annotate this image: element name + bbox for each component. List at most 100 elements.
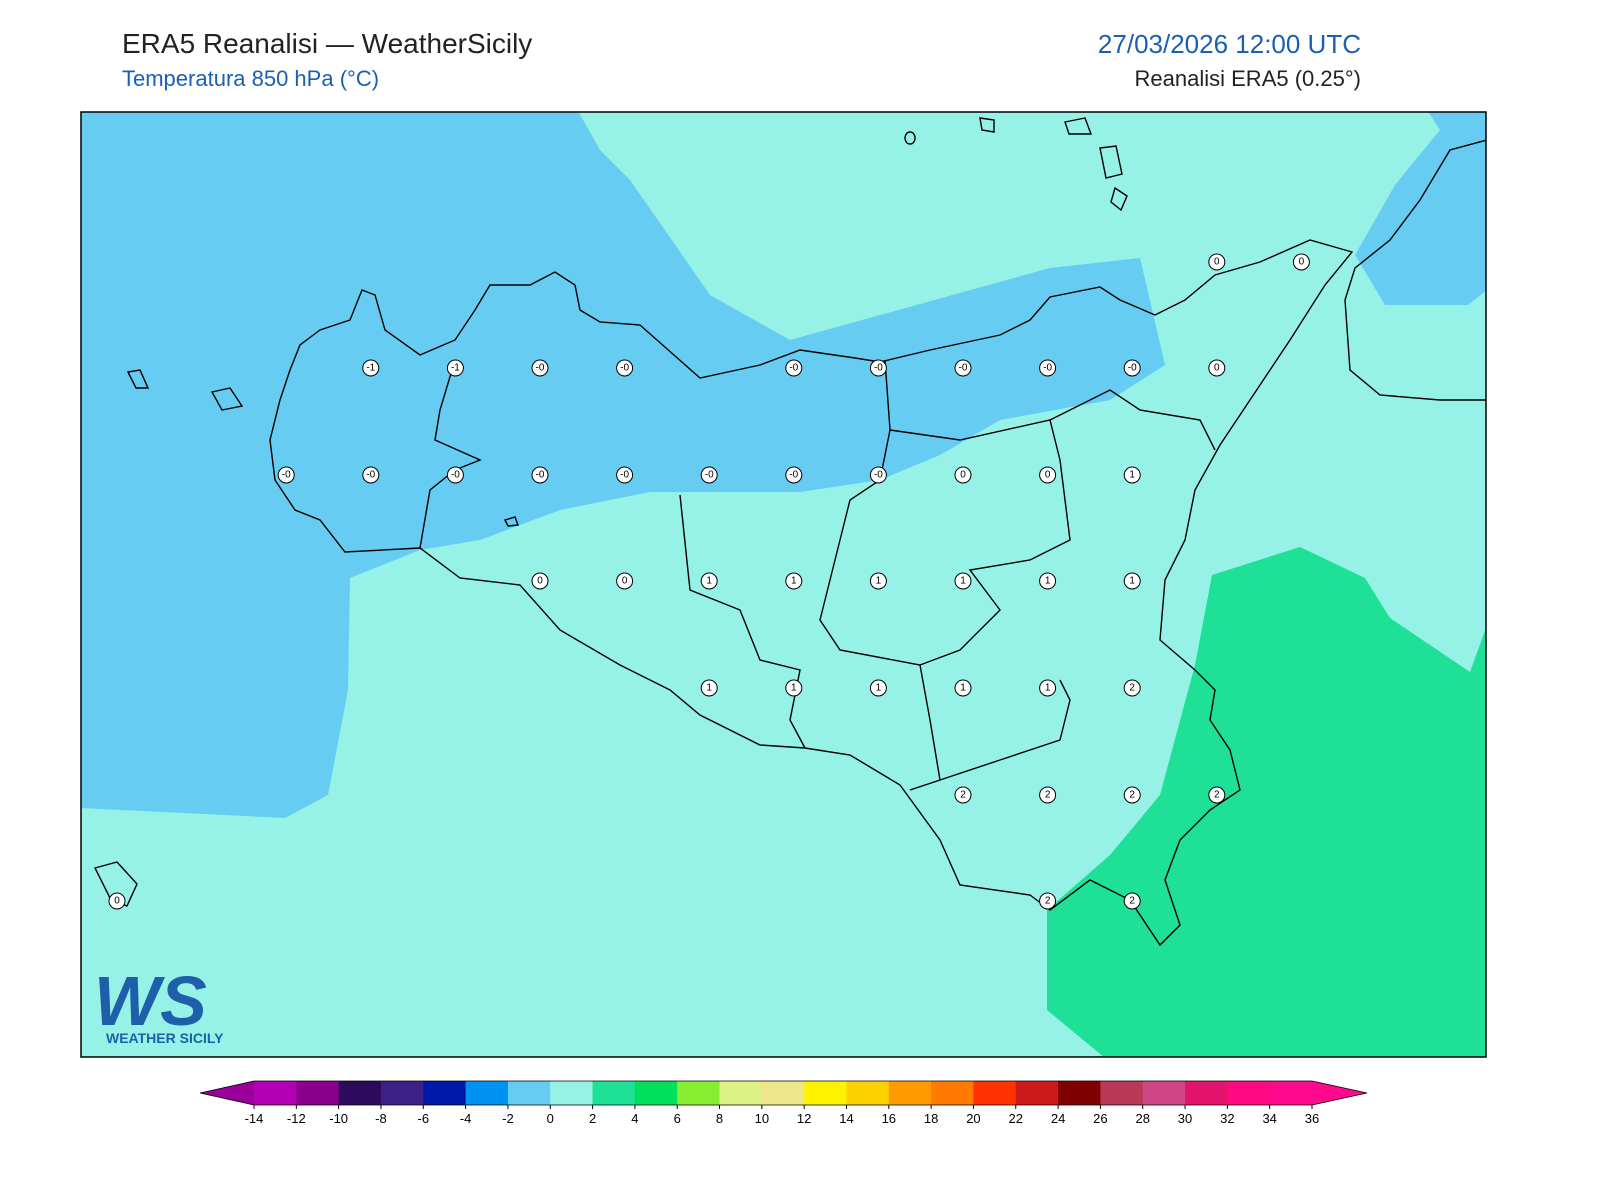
station-marker: [616, 359, 634, 377]
colorbar-segment: [1100, 1081, 1144, 1105]
station: 1: [869, 679, 887, 697]
station: 0: [954, 466, 972, 484]
colorbar: -14 -12 -10 -8 -6 -4 -2 0 2 4 6 8 10 12 14 16 18 20 22 24 26…: [199, 1080, 1368, 1126]
station: -1: [446, 359, 464, 377]
colorbar-under: [200, 1081, 254, 1105]
station-value: 2: [1045, 790, 1051, 801]
station-value: -0: [620, 470, 629, 481]
map-frame: [80, 111, 1487, 1058]
colorbar-tick-label: -14: [245, 1111, 264, 1126]
station: 2: [1123, 892, 1141, 910]
colorbar-tick-label: -12: [287, 1111, 306, 1126]
colorbar-tick-label: -6: [417, 1111, 429, 1126]
station-value: -0: [451, 470, 460, 481]
colorbar-over: [1312, 1081, 1367, 1105]
station-marker: [869, 466, 887, 484]
station: -0: [1123, 359, 1141, 377]
station: 0: [108, 892, 126, 910]
logo: WS WEATHER SICILY: [94, 962, 224, 1046]
station-marker: [1039, 679, 1057, 697]
station-marker: [531, 466, 549, 484]
station: -0: [277, 466, 295, 484]
station: -1: [362, 359, 380, 377]
colorbar-segment: [592, 1081, 636, 1105]
islands: [93, 117, 1128, 907]
colorbar-segment: [423, 1081, 467, 1105]
station: -0: [785, 359, 803, 377]
station: 2: [1123, 679, 1141, 697]
colorbar-segment: [761, 1081, 805, 1105]
station-value: -0: [536, 363, 545, 374]
colorbar-segment: [888, 1081, 932, 1105]
colorbar-segment: [1058, 1081, 1101, 1105]
colorbar-tick-label: 14: [839, 1111, 853, 1126]
colorbar-segment: [634, 1081, 678, 1105]
station: 1: [1123, 572, 1141, 590]
colorbar-tick-label: 26: [1093, 1111, 1107, 1126]
station: 0: [1039, 466, 1057, 484]
station: -0: [446, 466, 464, 484]
station: 1: [869, 572, 887, 590]
colorbar-segment: [677, 1081, 721, 1105]
colorbar-tick-label: -8: [375, 1111, 387, 1126]
subtitle: Temperatura 850 hPa (°C): [122, 66, 379, 91]
station: 0: [1208, 359, 1226, 377]
station-marker: [869, 679, 887, 697]
station-marker: [1039, 572, 1057, 590]
station: 1: [1039, 572, 1057, 590]
station-value: 0: [960, 470, 966, 481]
station-value: 0: [1045, 470, 1051, 481]
colorbar-tick-label: 30: [1178, 1111, 1192, 1126]
field-2-4: [1047, 547, 1486, 1057]
station-marker: [1123, 572, 1141, 590]
station-marker: [1039, 892, 1057, 910]
colorbar-segment: [931, 1081, 974, 1105]
colorbar-segment: [973, 1081, 1017, 1105]
colorbar-tick-label: 18: [924, 1111, 938, 1126]
colorbar-tick-label: -4: [460, 1111, 472, 1126]
station-marker: [954, 679, 972, 697]
station-value: 2: [1214, 790, 1220, 801]
colorbar-segment: [1269, 1081, 1313, 1105]
station-value: 2: [1129, 790, 1135, 801]
colorbar-segment: [1185, 1081, 1228, 1105]
station-marker: [1123, 359, 1141, 377]
station: -0: [785, 466, 803, 484]
station-value: 1: [1129, 470, 1135, 481]
station-value: -0: [282, 470, 291, 481]
province-borders: [1049, 389, 1216, 451]
station-marker: [1123, 786, 1141, 804]
station-marker: [616, 572, 634, 590]
station: 2: [1039, 786, 1057, 804]
station: 1: [785, 572, 803, 590]
station-value: 0: [537, 576, 543, 587]
station-marker: [700, 679, 718, 697]
colorbar-segment: [1227, 1081, 1271, 1105]
station-value: -0: [1128, 363, 1137, 374]
station-value: -0: [874, 470, 883, 481]
station: 0: [1208, 253, 1226, 271]
station: -0: [1039, 359, 1057, 377]
station-marker: [954, 466, 972, 484]
station-value: -0: [789, 470, 798, 481]
station: 1: [700, 572, 718, 590]
stations: 0 0 -1 -1 -0 -0 -0 -0 -0 -0 -0 0 -0 -0 -0 -0 -0 -0 -0 -0 0 0 1…: [108, 253, 1310, 910]
station-value: 1: [1045, 576, 1051, 587]
station-marker: [446, 466, 464, 484]
station-value: -0: [705, 470, 714, 481]
station-marker: [954, 572, 972, 590]
colorbar-tick-label: 28: [1135, 1111, 1149, 1126]
colorbar-segment: [465, 1081, 509, 1105]
station-marker: [869, 572, 887, 590]
station-marker: [785, 359, 803, 377]
colorbar-tick-label: 20: [966, 1111, 980, 1126]
station-value: -0: [874, 363, 883, 374]
station-value: -0: [959, 363, 968, 374]
colorbar-segment: [719, 1081, 763, 1105]
station: -0: [362, 466, 380, 484]
station-marker: [785, 572, 803, 590]
station: 1: [1123, 466, 1141, 484]
station-marker: [1039, 466, 1057, 484]
station: 1: [954, 572, 972, 590]
province-borders: [819, 359, 941, 791]
